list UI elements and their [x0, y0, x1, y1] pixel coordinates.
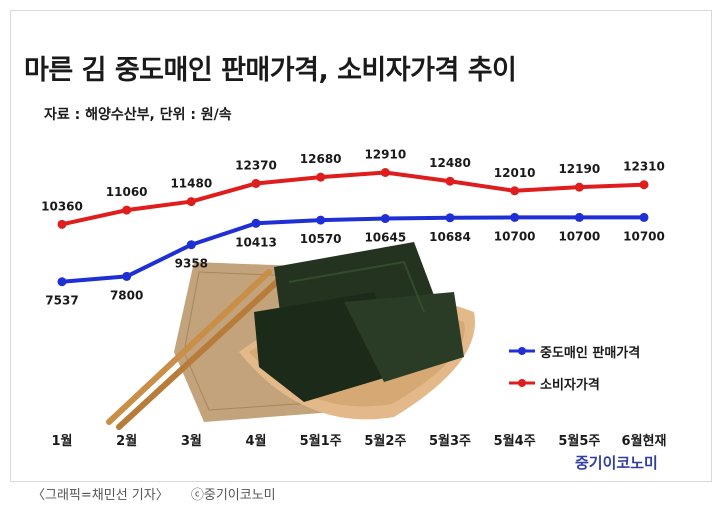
data-point	[186, 240, 196, 250]
data-label: 7537	[45, 294, 78, 308]
data-label: 12480	[429, 156, 471, 170]
data-point	[639, 180, 649, 190]
data-point	[316, 172, 326, 182]
legend-label-consumer: 소비자가격	[540, 377, 600, 393]
data-label: 10700	[494, 229, 536, 243]
data-point	[380, 214, 390, 224]
data-point	[574, 182, 584, 192]
x-tick-label: 3월	[181, 433, 202, 449]
legend-swatch-wholesale	[509, 347, 535, 355]
chopstick-2	[116, 277, 282, 430]
data-point	[57, 277, 67, 287]
seaweed-texture	[288, 260, 425, 313]
data-label: 10645	[364, 231, 406, 245]
data-point	[445, 176, 455, 186]
line-chart: 1월 2월 3월 4월 5월1주 5월2주 5월3주 5월4주 5월5주 6월현재 10360 11…	[41, 148, 667, 450]
series-line	[61, 215, 644, 284]
data-label: 10700	[558, 229, 600, 243]
x-tick-label: 6월현재	[622, 433, 667, 449]
x-tick-label: 5월1주	[300, 433, 342, 449]
data-label: 10684	[429, 230, 471, 244]
data-label: 11480	[170, 177, 212, 191]
data-label: 12680	[300, 152, 342, 166]
data-label: 10700	[623, 229, 665, 243]
x-tick-label: 1월	[51, 433, 72, 449]
chart-legend: 중도매인 판매가격 소비자가격	[508, 340, 640, 404]
legend-item-consumer: 소비자가격	[508, 372, 640, 394]
x-tick-label: 4월	[245, 433, 266, 449]
source-line: 자료 : 해양수산부, 단위 : 원/속	[44, 107, 232, 123]
data-point	[186, 197, 196, 207]
data-label: 12190	[558, 162, 600, 176]
data-label: 7800	[110, 288, 143, 302]
data-point	[510, 212, 520, 222]
chart-title: 마른 김 중도매인 판매가격, 소비자가격 추이	[24, 55, 517, 86]
data-point	[574, 212, 584, 222]
x-tick-label: 5월3주	[429, 433, 471, 449]
x-tick-label: 2월	[116, 433, 137, 449]
x-tick-label: 5월2주	[364, 433, 406, 449]
brand-logo-text: 중기이코노미	[575, 454, 658, 472]
chopstick-1	[106, 269, 272, 425]
data-point	[639, 212, 649, 222]
data-point	[445, 213, 455, 223]
legend-item-wholesale: 중도매인 판매가격	[508, 340, 640, 362]
data-point	[57, 219, 67, 229]
data-point	[510, 186, 520, 196]
data-label: 10413	[235, 235, 277, 249]
data-label: 11060	[106, 185, 148, 199]
series-line	[61, 170, 645, 227]
data-point	[122, 205, 132, 215]
data-point	[122, 271, 132, 281]
data-label: 12010	[494, 166, 536, 180]
seaweed-photo	[106, 242, 475, 430]
caption-copyright: ⓒ중기이코노미	[190, 488, 276, 503]
data-point	[251, 178, 261, 188]
data-label: 9358	[175, 257, 208, 271]
data-label: 10570	[300, 232, 342, 246]
data-point	[251, 218, 261, 228]
x-tick-label: 5월5주	[558, 433, 600, 449]
data-label: 10360	[41, 199, 83, 213]
data-point	[316, 215, 326, 225]
data-label: 12310	[623, 160, 665, 174]
legend-label-wholesale: 중도매인 판매가격	[540, 345, 641, 361]
x-tick-label: 5월4주	[494, 433, 536, 449]
chart-area: 1월 2월 3월 4월 5월1주 5월2주 5월3주 5월4주 5월5주 6월현재 10360 11…	[24, 22, 697, 474]
data-label: 12910	[364, 148, 406, 162]
caption-credit: 〈그래픽=채민선 기자〉	[32, 488, 169, 503]
legend-swatch-consumer	[509, 379, 535, 387]
image-caption: 〈그래픽=채민선 기자〉 ⓒ중기이코노미	[32, 484, 294, 503]
seaweed-sheet-3	[344, 292, 464, 382]
data-label: 12370	[235, 158, 277, 172]
data-point	[380, 168, 390, 177]
